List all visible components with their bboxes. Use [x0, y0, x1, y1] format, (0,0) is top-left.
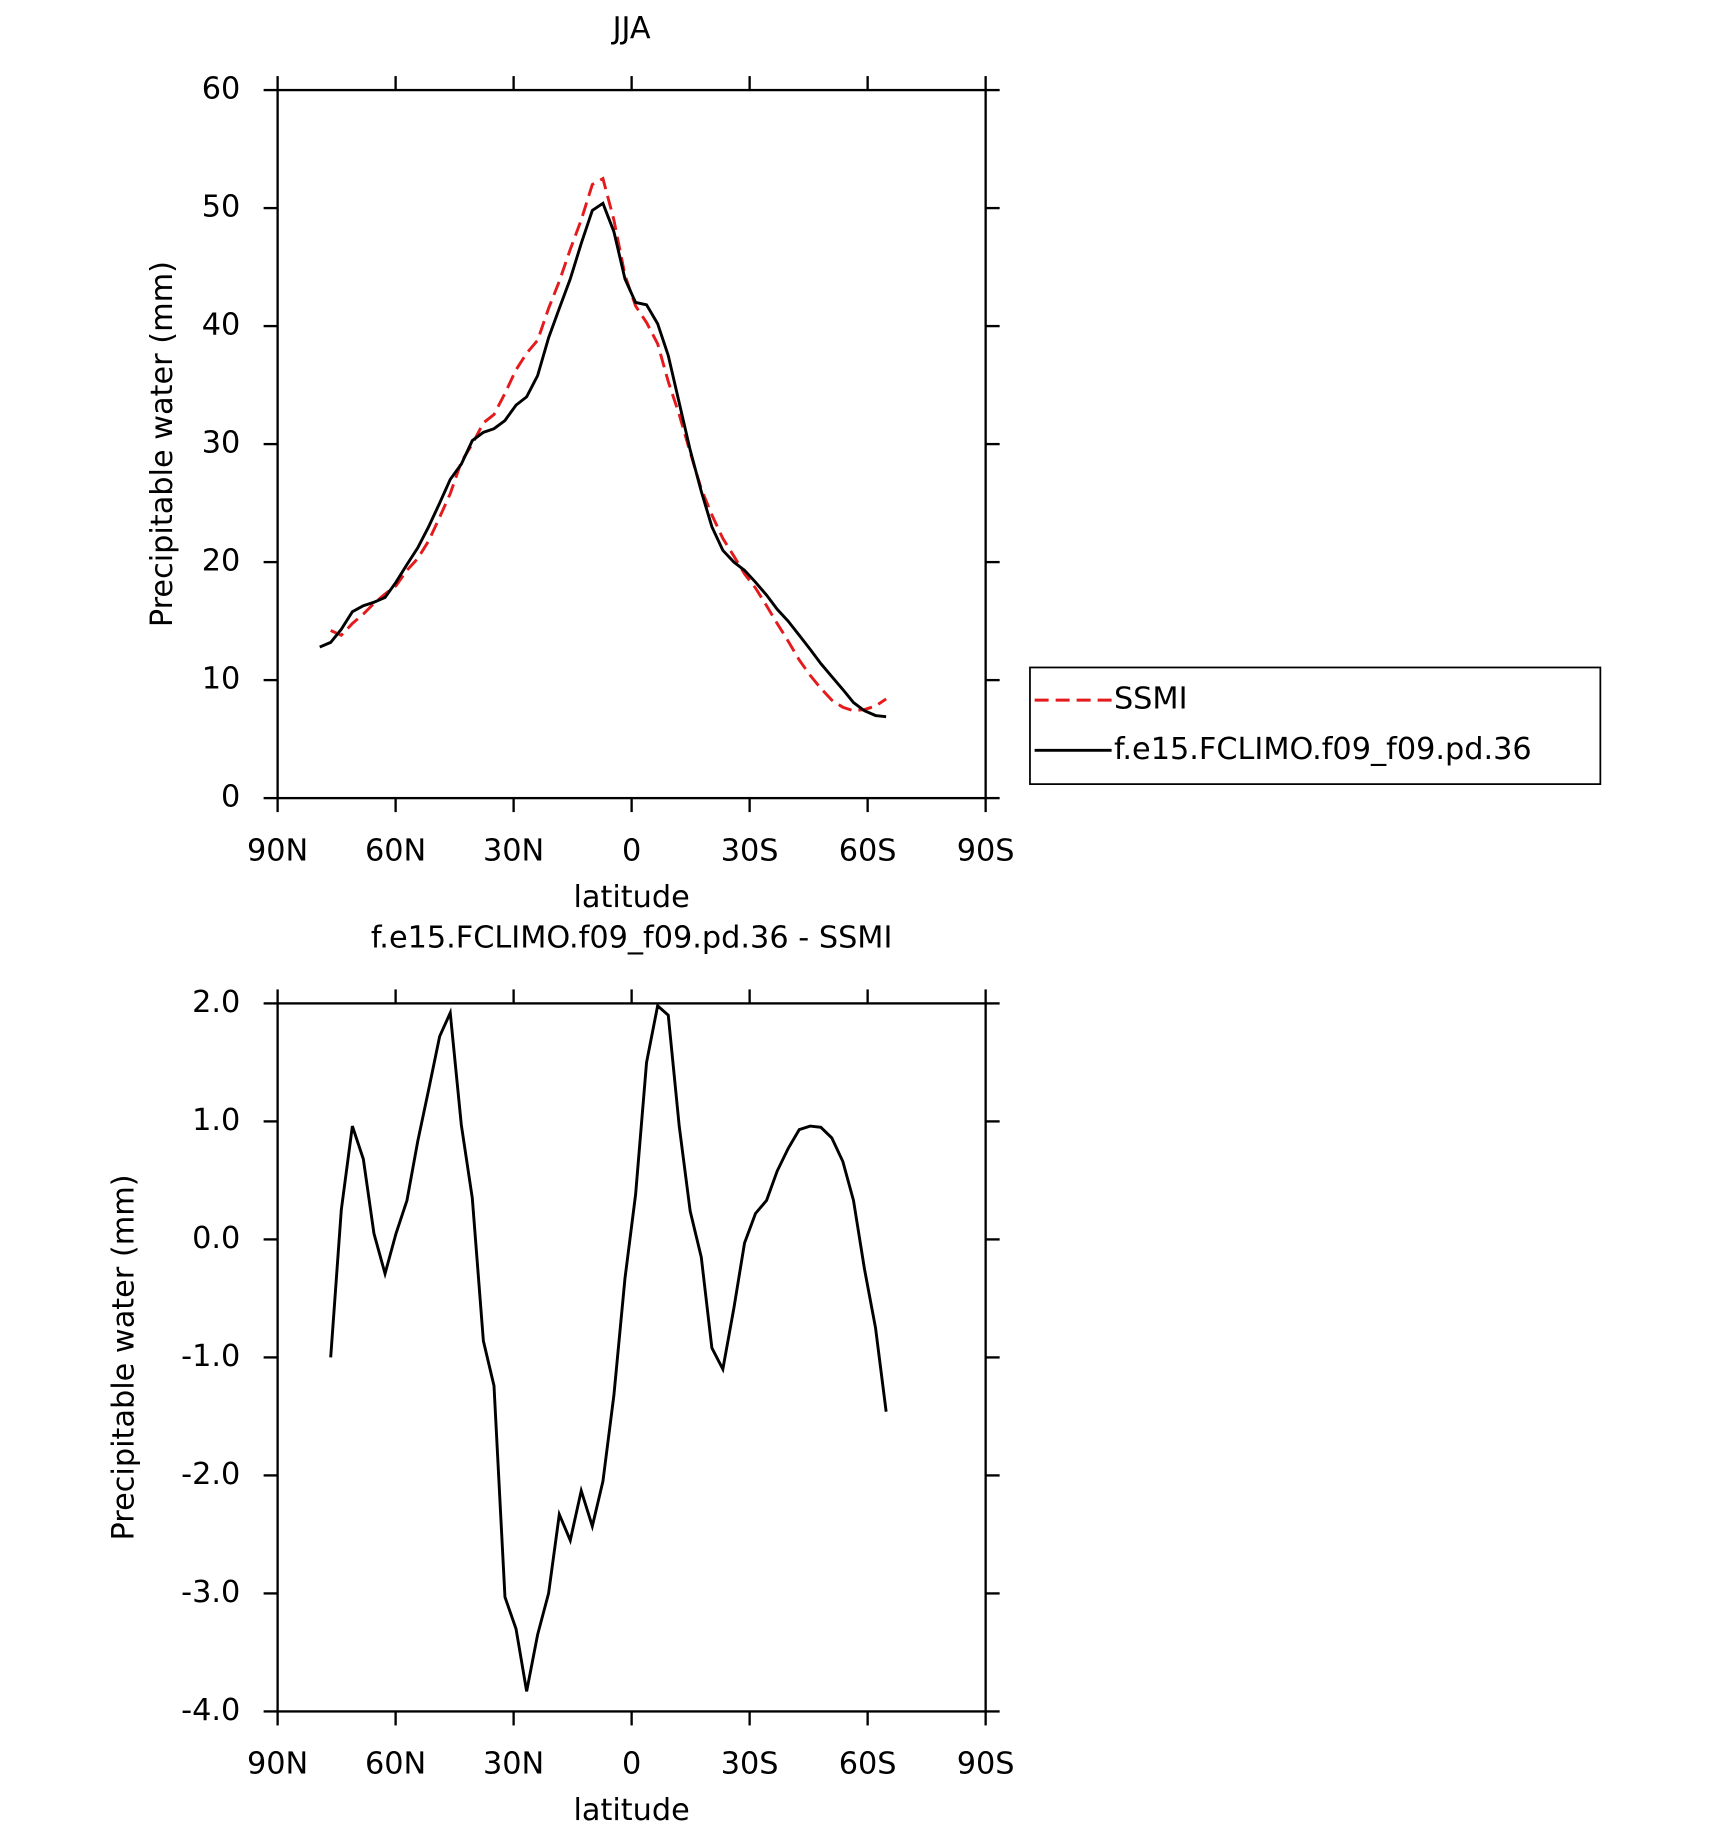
- y-tick-label: 40: [202, 308, 241, 343]
- x-tick-label: 60S: [839, 1747, 897, 1782]
- y-tick-label: 50: [202, 190, 241, 225]
- x-tick-label: 0: [622, 833, 641, 868]
- x-tick-label: 30N: [483, 1747, 544, 1782]
- x-tick-label: 30N: [483, 833, 544, 868]
- data-line: [319, 201, 887, 719]
- y-axis-label: Precipitable water (mm): [106, 1174, 141, 1540]
- data-line: [329, 1002, 888, 1692]
- x-tick-label: 90N: [247, 833, 308, 868]
- y-tick-label: -2.0: [181, 1457, 240, 1492]
- x-tick-label: 0: [622, 1747, 641, 1782]
- y-tick-label: 1.0: [192, 1103, 240, 1138]
- x-axis-label: latitude: [573, 1793, 689, 1828]
- y-tick-label: -3.0: [181, 1575, 240, 1610]
- legend-label: SSMI: [1114, 682, 1188, 717]
- x-tick-label: 30S: [721, 833, 779, 868]
- x-tick-label: 90N: [247, 1747, 308, 1782]
- plot-frame: [276, 88, 987, 800]
- x-tick-label: 90S: [957, 833, 1015, 868]
- y-tick-label: -1.0: [181, 1339, 240, 1374]
- chart-title: f.e15.FCLIMO.f09_f09.pd.36 - SSMI: [371, 921, 893, 956]
- x-tick-label: 60N: [365, 1747, 426, 1782]
- legend-label: f.e15.FCLIMO.f09_f09.pd.36: [1114, 732, 1532, 767]
- x-tick-label: 90S: [957, 1747, 1015, 1782]
- data-line: [330, 176, 887, 713]
- y-tick-label: 0: [221, 780, 240, 815]
- x-tick-label: 60S: [839, 833, 897, 868]
- y-tick-label: 2.0: [192, 985, 240, 1020]
- chart-title: JJA: [611, 11, 651, 46]
- y-tick-label: 20: [202, 544, 241, 579]
- y-tick-label: 10: [202, 662, 241, 697]
- y-tick-label: 60: [202, 72, 241, 107]
- y-tick-label: 0.0: [192, 1221, 240, 1256]
- x-tick-label: 30S: [721, 1747, 779, 1782]
- x-axis-label: latitude: [573, 880, 689, 915]
- y-tick-label: 30: [202, 426, 241, 461]
- legend-box: [1029, 666, 1602, 785]
- y-axis-label: Precipitable water (mm): [145, 261, 180, 627]
- y-tick-label: -4.0: [181, 1693, 240, 1728]
- x-tick-label: 60N: [365, 833, 426, 868]
